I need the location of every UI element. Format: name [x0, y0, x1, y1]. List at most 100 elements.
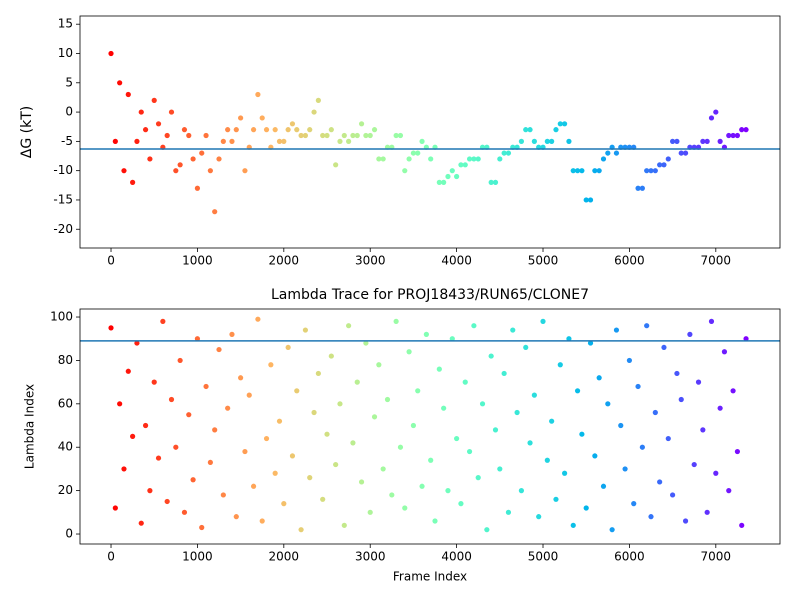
point: [717, 405, 723, 411]
point: [108, 50, 114, 57]
point: [557, 121, 563, 127]
plot-frame: [79, 15, 781, 249]
point: [384, 396, 391, 403]
point: [505, 509, 512, 515]
point: [562, 121, 568, 127]
point: [514, 409, 520, 416]
point: [285, 127, 291, 133]
point: [553, 496, 559, 502]
point: [151, 379, 157, 385]
x-tick-label: 5000: [528, 254, 559, 268]
point: [665, 435, 671, 442]
x-tick-label: 2000: [269, 254, 300, 268]
point: [639, 185, 645, 191]
point: [168, 109, 175, 115]
y-tick-label: -5: [61, 134, 73, 148]
point: [492, 179, 499, 185]
point: [406, 349, 412, 355]
point: [631, 501, 637, 507]
point: [462, 379, 468, 385]
point: [320, 496, 326, 502]
point: [371, 414, 378, 420]
point: [458, 501, 464, 507]
point: [121, 168, 127, 174]
x-tick-label: 5000: [528, 550, 559, 564]
point: [678, 396, 684, 403]
point: [454, 173, 460, 180]
y-tick-label: -15: [53, 192, 73, 206]
point: [358, 121, 365, 127]
point: [605, 401, 611, 407]
point: [566, 336, 572, 342]
y-axis-label: ΔG (kT): [19, 106, 35, 158]
point: [739, 127, 745, 133]
point: [734, 132, 741, 139]
point: [652, 409, 658, 416]
point: [130, 179, 136, 185]
point: [579, 431, 585, 437]
point: [203, 132, 209, 139]
y-tick-label: 80: [58, 353, 73, 367]
x-tick-label: 0: [107, 550, 115, 564]
point: [583, 197, 589, 203]
point: [164, 498, 170, 505]
point: [190, 477, 196, 483]
point: [393, 318, 399, 324]
point: [691, 461, 697, 468]
x-tick-label: 7000: [701, 550, 732, 564]
point: [682, 150, 689, 156]
point: [579, 168, 585, 174]
point: [289, 121, 296, 127]
point: [531, 392, 537, 398]
plot-frame: [79, 308, 781, 545]
point: [458, 162, 464, 168]
point: [328, 353, 334, 359]
point: [242, 168, 248, 174]
point: [130, 433, 136, 439]
point: [294, 388, 300, 394]
point: [138, 109, 144, 115]
point: [475, 475, 481, 481]
point: [501, 370, 507, 377]
point: [117, 401, 123, 407]
point: [263, 435, 270, 442]
y-tick-label: 100: [50, 310, 73, 324]
point: [471, 323, 477, 329]
point: [238, 115, 244, 121]
point: [670, 138, 676, 144]
x-tick-label: 4000: [441, 550, 472, 564]
point: [639, 444, 645, 450]
y-tick-label: 20: [58, 483, 73, 497]
point: [354, 379, 360, 385]
point: [743, 336, 749, 342]
point: [294, 127, 300, 133]
point: [708, 318, 715, 324]
x-tick-label: 3000: [355, 254, 386, 268]
point: [112, 138, 118, 144]
point: [281, 138, 287, 144]
point: [415, 150, 421, 156]
point: [497, 156, 503, 162]
x-tick-label: 4000: [441, 254, 472, 268]
point: [488, 353, 494, 359]
point: [657, 162, 663, 168]
y-tick-label: 5: [65, 75, 73, 89]
point: [432, 518, 438, 524]
x-tick-label: 0: [107, 254, 115, 268]
point: [177, 162, 183, 168]
point: [371, 127, 378, 133]
point: [333, 461, 339, 468]
point: [449, 336, 455, 342]
point: [203, 383, 209, 390]
point: [536, 514, 542, 520]
point: [363, 340, 369, 346]
point: [177, 357, 183, 364]
point: [397, 132, 404, 139]
point: [687, 331, 693, 337]
point: [220, 138, 226, 144]
point: [708, 115, 715, 121]
point: [341, 132, 347, 139]
point: [626, 357, 633, 364]
point: [186, 132, 192, 139]
point: [246, 392, 252, 398]
